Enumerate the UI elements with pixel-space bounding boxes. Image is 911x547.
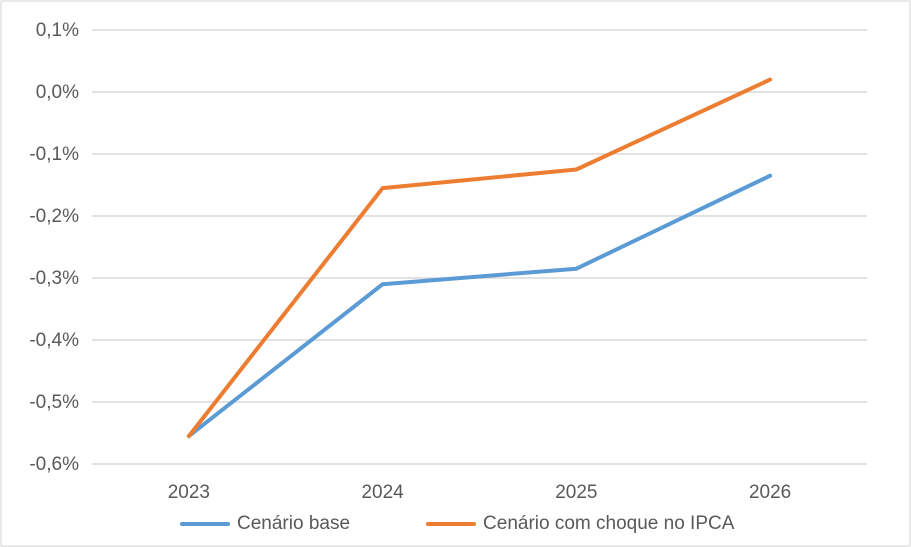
chart-legend: Cenário base Cenário com choque no IPCA (180, 513, 734, 535)
series-line-0 (186, 173, 773, 439)
legend-label-cenario-base: Cenário base (237, 513, 351, 534)
x-axis-tick-label: 2023 (168, 482, 210, 503)
y-axis-tick-label: -0,6% (29, 454, 79, 475)
y-axis-tick-label: -0,2% (29, 206, 79, 227)
x-axis-tick-label: 2026 (749, 482, 791, 503)
y-axis-tick-label: -0,4% (29, 330, 79, 351)
legend-label-cenario-choque-ipca: Cenário com choque no IPCA (483, 513, 735, 534)
x-axis-tick-label: 2025 (555, 482, 597, 503)
y-axis-labels: 0,1% 0,0% -0,1% -0,2% -0,3% -0,4% -0,5% -0,6% (29, 20, 79, 475)
y-axis-tick-label: 0,1% (36, 20, 79, 41)
series-lines (186, 77, 773, 439)
x-axis-tick-label: 2024 (361, 482, 404, 503)
legend-swatch-cenario-choque-ipca (426, 522, 477, 526)
y-axis-tick-label: -0,5% (29, 392, 79, 413)
y-axis-tick-label: -0,1% (29, 144, 79, 165)
gridlines (92, 29, 867, 465)
y-axis-tick-label: 0,0% (36, 82, 79, 103)
legend-swatch-cenario-base (180, 522, 230, 526)
x-axis-labels: 2023 2024 2025 2026 (168, 482, 792, 503)
legend-item-cenario-choque-ipca: Cenário com choque no IPCA (426, 513, 734, 535)
legend-item-cenario-base: Cenário base (180, 513, 350, 535)
series-line-1 (186, 77, 773, 439)
y-axis-tick-label: -0,3% (29, 268, 79, 289)
